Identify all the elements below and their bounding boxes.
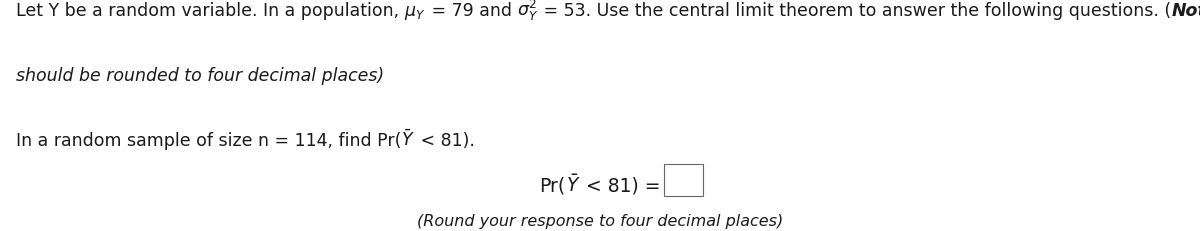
Text: Let Y be a random variable. In a population,: Let Y be a random variable. In a populat…	[16, 2, 404, 20]
Text: = 79 and: = 79 and	[426, 2, 517, 20]
Text: < 81).: < 81).	[415, 131, 475, 149]
Text: (Round your response to four decimal places): (Round your response to four decimal pla…	[416, 214, 784, 229]
Text: Pr(: Pr(	[539, 177, 565, 196]
Text: $\bar{Y}$: $\bar{Y}$	[401, 129, 415, 149]
Text: Note: Note	[1171, 2, 1200, 20]
Text: $\mu_{Y}$: $\mu_{Y}$	[404, 4, 426, 22]
Text: = 53. Use the central limit theorem to answer the following questions. (: = 53. Use the central limit theorem to a…	[539, 2, 1171, 20]
Text: In a random sample of size n = 114, find Pr(: In a random sample of size n = 114, find…	[16, 131, 401, 149]
Text: $\bar{Y}$: $\bar{Y}$	[565, 174, 581, 196]
Text: < 81) =: < 81) =	[581, 177, 661, 196]
Text: should be rounded to four decimal places): should be rounded to four decimal places…	[16, 67, 384, 85]
Text: $\sigma^{2}_{Y}$: $\sigma^{2}_{Y}$	[517, 0, 539, 23]
